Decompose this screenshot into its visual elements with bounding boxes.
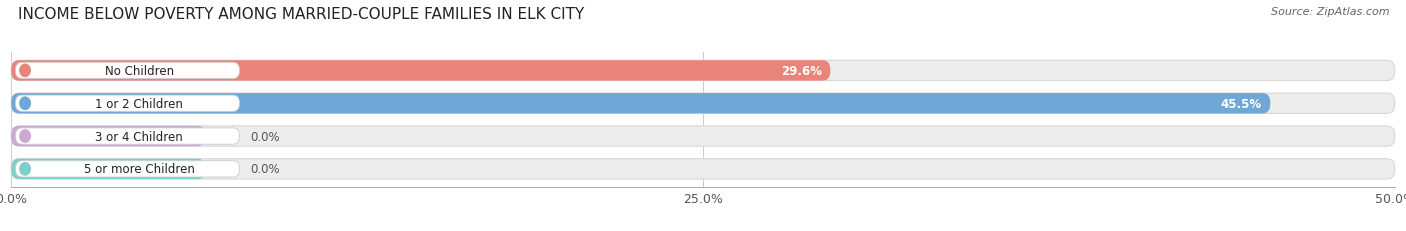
Text: 0.0%: 0.0% xyxy=(250,163,280,176)
FancyBboxPatch shape xyxy=(11,94,1395,114)
FancyBboxPatch shape xyxy=(11,61,1395,81)
FancyBboxPatch shape xyxy=(11,126,1395,147)
Circle shape xyxy=(20,130,31,143)
Text: 0.0%: 0.0% xyxy=(250,130,280,143)
FancyBboxPatch shape xyxy=(11,126,205,147)
Circle shape xyxy=(20,65,31,77)
Text: 45.5%: 45.5% xyxy=(1220,97,1263,110)
Circle shape xyxy=(20,98,31,110)
FancyBboxPatch shape xyxy=(11,61,831,81)
Text: 3 or 4 Children: 3 or 4 Children xyxy=(96,130,183,143)
Text: 29.6%: 29.6% xyxy=(780,65,823,78)
FancyBboxPatch shape xyxy=(15,63,239,79)
Text: INCOME BELOW POVERTY AMONG MARRIED-COUPLE FAMILIES IN ELK CITY: INCOME BELOW POVERTY AMONG MARRIED-COUPL… xyxy=(18,7,585,22)
FancyBboxPatch shape xyxy=(15,96,239,112)
FancyBboxPatch shape xyxy=(11,94,1270,114)
FancyBboxPatch shape xyxy=(15,128,239,145)
Text: Source: ZipAtlas.com: Source: ZipAtlas.com xyxy=(1271,7,1389,17)
Text: 1 or 2 Children: 1 or 2 Children xyxy=(96,97,183,110)
FancyBboxPatch shape xyxy=(15,161,239,177)
FancyBboxPatch shape xyxy=(11,159,205,179)
Text: 5 or more Children: 5 or more Children xyxy=(84,163,194,176)
FancyBboxPatch shape xyxy=(11,159,1395,179)
Circle shape xyxy=(20,163,31,175)
Text: No Children: No Children xyxy=(104,65,174,78)
